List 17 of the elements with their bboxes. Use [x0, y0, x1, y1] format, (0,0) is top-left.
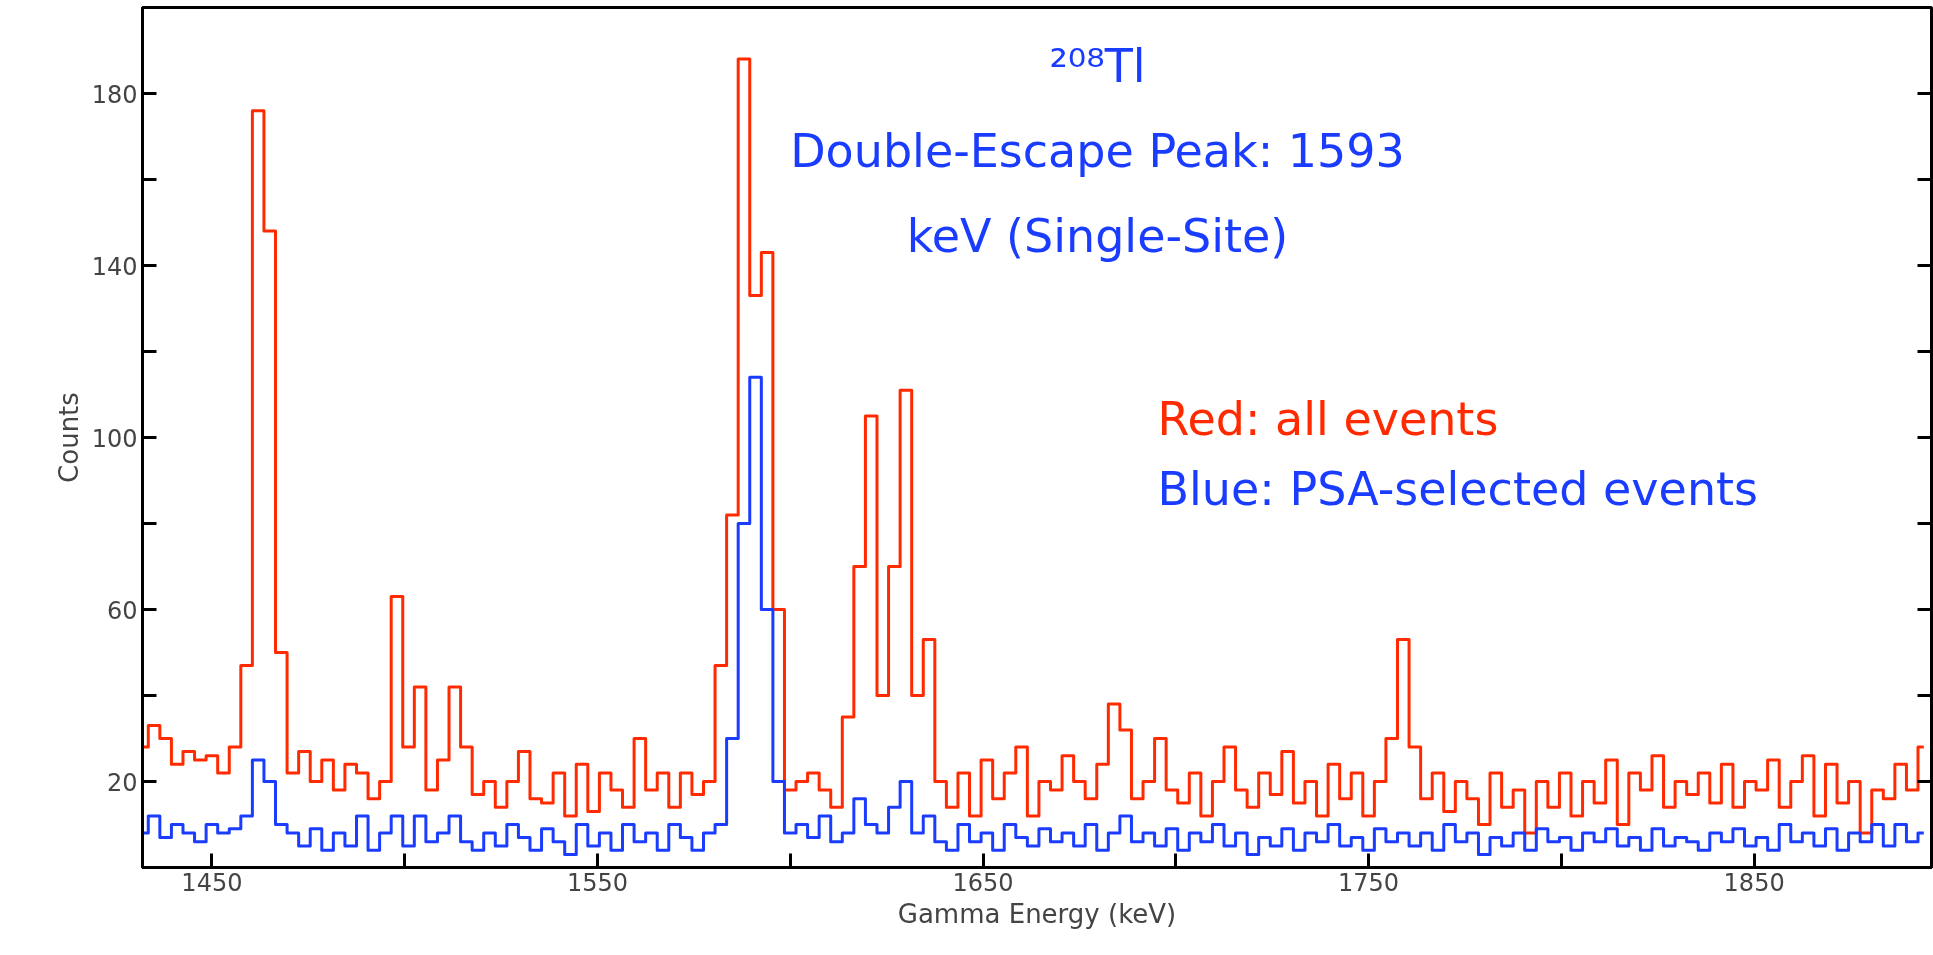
y-tick-label: 140	[91, 252, 138, 281]
y-tick-label: 180	[91, 80, 138, 109]
y-tick-label: 60	[106, 596, 138, 625]
text: Red: all events	[1157, 391, 1499, 446]
annotation: Double-Escape Peak: 1593	[790, 123, 1405, 178]
x-tick-label: 1850	[1723, 868, 1785, 897]
annotation: ²⁰⁸Tl	[1049, 38, 1146, 93]
x-tick-label: 1750	[1338, 868, 1400, 897]
x-tick-label: 1450	[181, 868, 243, 897]
x-tick-label: 1550	[566, 868, 628, 897]
annotation: keV (Single-Site)	[906, 208, 1289, 263]
y-tick-label: 20	[106, 768, 138, 797]
x-axis-title: Gamma Energy (keV)	[897, 898, 1177, 929]
y-axis-title: Counts	[53, 392, 84, 483]
y-tick-label: 100	[91, 424, 138, 453]
x-tick-label: 1650	[952, 868, 1014, 897]
text: Blue: PSA-selected events	[1157, 461, 1759, 516]
